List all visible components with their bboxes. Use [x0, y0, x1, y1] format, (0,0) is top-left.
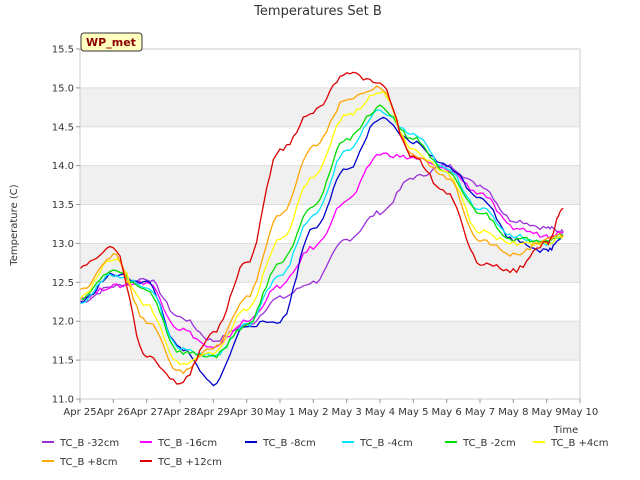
background-band: [80, 87, 580, 127]
y-axis-ticks: 11.0 11.5 12.0 12.5 13.0 13.5 14.0 14.5 15.0 15.5: [52, 45, 80, 406]
legend-label: TC_B +4cm: [550, 438, 609, 449]
series-line-tc-b--32cm: [79, 163, 564, 343]
background-band: [80, 49, 580, 88]
chart-title: Temperatures Set B: [253, 4, 382, 19]
y-tick-label: 15.5: [52, 45, 74, 56]
x-tick-label: May 10: [562, 407, 599, 418]
series-line-tc-b-+12cm: [79, 71, 564, 385]
legend-label: TC_B +8cm: [59, 457, 118, 468]
x-tick-label: Apr 30: [230, 407, 263, 418]
x-axis-ticks: Apr 25 Apr 26 Apr 27 Apr 28 Apr 29 Apr 30 May …: [63, 399, 598, 418]
x-tick-label: Apr 27: [130, 407, 163, 418]
y-tick-label: 12.0: [52, 317, 74, 328]
legend-label: TC_B +12cm: [157, 457, 222, 468]
legend-label: TC_B -32cm: [59, 438, 119, 449]
y-tick-label: 15.0: [52, 83, 74, 94]
x-tick-label: May 6: [432, 407, 462, 418]
y-tick-label: 13.0: [52, 239, 74, 250]
x-tick-label: May 9: [532, 407, 562, 418]
x-tick-label: May 7: [465, 407, 495, 418]
x-tick-label: May 5: [398, 407, 428, 418]
x-tick-label: May 4: [365, 407, 395, 418]
series-lines: [79, 71, 564, 387]
x-tick-label: May 2: [298, 407, 328, 418]
y-tick-label: 14.0: [52, 161, 74, 172]
x-tick-label: May 8: [498, 407, 528, 418]
plot-frame: [79, 48, 581, 400]
y-axis-label: Temperature (C): [9, 184, 20, 266]
legend-label: TC_B -16cm: [157, 438, 217, 449]
legend-label: TC_B -4cm: [359, 438, 413, 449]
y-tick-label: 14.5: [52, 122, 74, 133]
x-tick-label: Apr 26: [97, 407, 130, 418]
legend-label: TC_B -2cm: [462, 438, 516, 449]
x-tick-label: May 3: [332, 407, 362, 418]
series-line-tc-b-+4cm: [79, 90, 564, 366]
background-band: [80, 243, 580, 283]
x-tick-label: Apr 28: [163, 407, 196, 418]
series-line-tc-b--2cm: [79, 104, 564, 359]
y-tick-label: 13.5: [52, 200, 74, 211]
series-line-tc-b--16cm: [79, 152, 564, 349]
site-label-box: WP_met: [80, 32, 143, 52]
y-tick-label: 12.5: [52, 278, 74, 289]
background-band: [80, 321, 580, 361]
series-line-tc-b--8cm: [79, 116, 564, 387]
legend-label: TC_B -8cm: [262, 438, 316, 449]
x-tick-label: May 1: [265, 407, 295, 418]
plot-background: [80, 49, 580, 399]
legend: TC_B -32cm TC_B -16cm TC_B -8cm TC_B -4cm TC…: [42, 438, 609, 468]
site-label: WP_met: [86, 36, 136, 49]
x-tick-label: Apr 25: [63, 407, 96, 418]
background-band: [80, 360, 580, 399]
y-tick-label: 11.0: [52, 395, 74, 406]
x-tick-label: Apr 29: [197, 407, 230, 418]
x-axis-label: Time: [553, 425, 578, 436]
y-tick-label: 11.5: [52, 356, 74, 367]
series-line-tc-b-+8cm: [79, 85, 564, 375]
